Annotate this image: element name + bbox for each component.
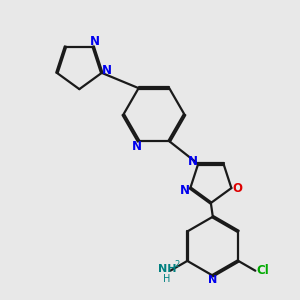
Text: N: N	[208, 275, 218, 285]
Text: O: O	[232, 182, 242, 195]
Text: N: N	[90, 35, 100, 48]
Text: N: N	[188, 155, 198, 169]
Text: N: N	[132, 140, 142, 153]
Text: Cl: Cl	[256, 264, 269, 277]
Text: N: N	[102, 64, 112, 77]
Text: NH: NH	[158, 264, 176, 274]
Text: 2: 2	[175, 260, 180, 269]
Text: H: H	[164, 274, 171, 284]
Text: N: N	[180, 184, 190, 196]
